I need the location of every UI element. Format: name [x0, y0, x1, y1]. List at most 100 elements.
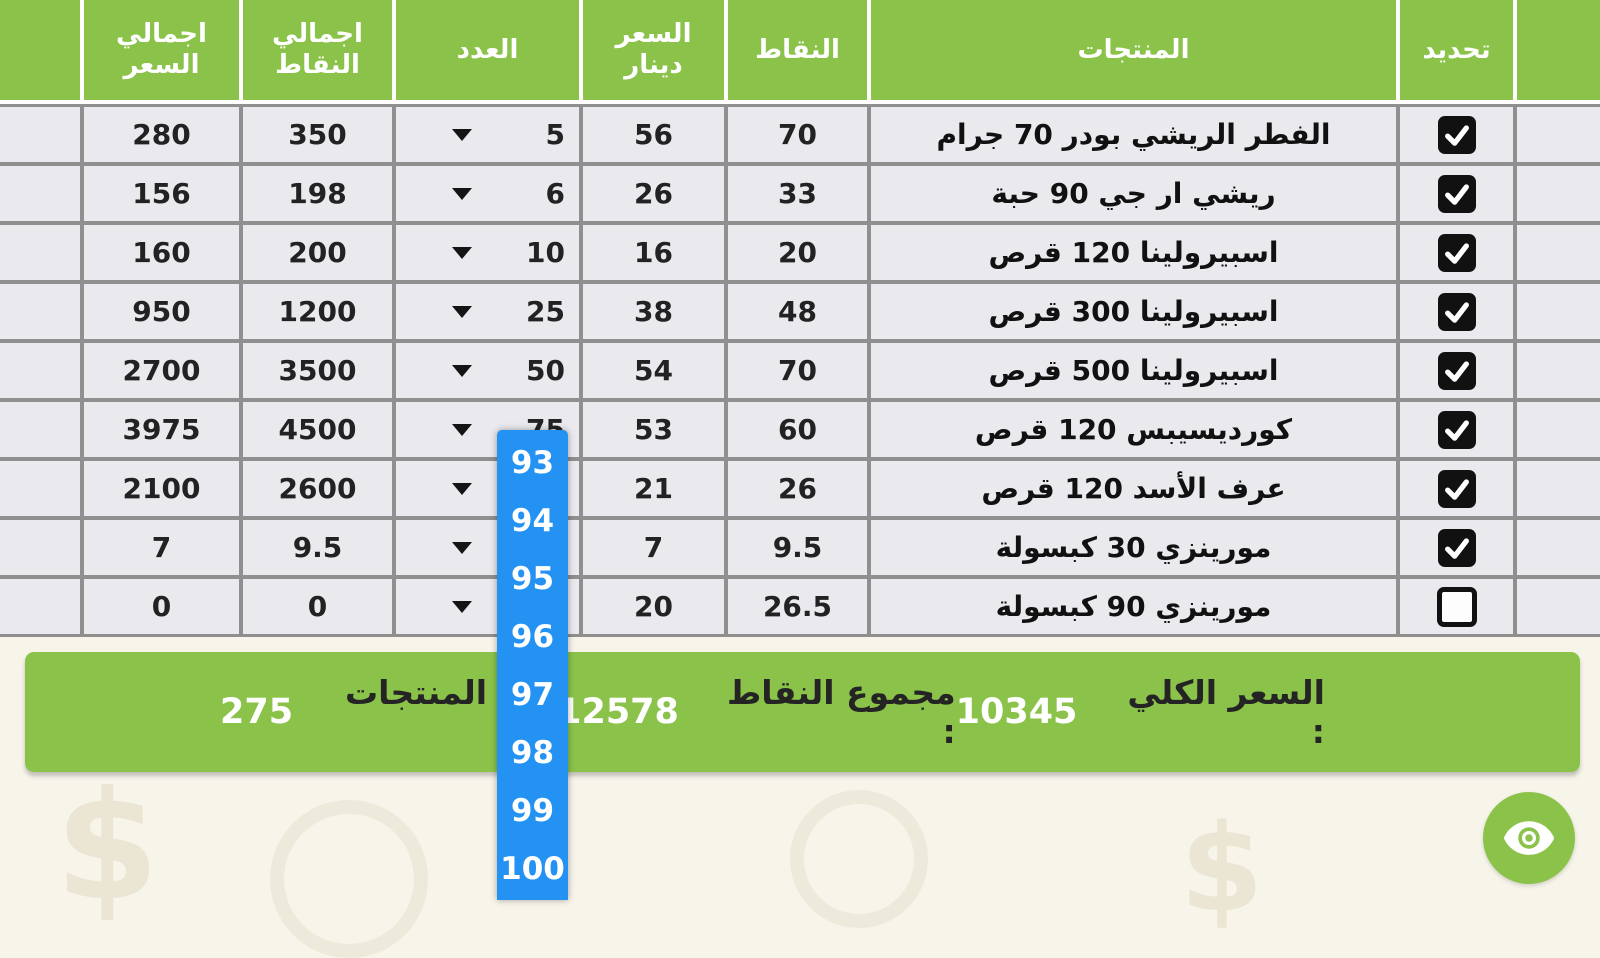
check-icon	[1444, 301, 1469, 323]
dropdown-option[interactable]: 93	[510, 445, 555, 481]
quantity-dropdown-cell[interactable]: 6	[396, 166, 579, 221]
quantity-dropdown-cell[interactable]: 25	[396, 284, 579, 339]
row-spacer-right	[1517, 520, 1600, 575]
row-spacer-left	[0, 402, 80, 457]
header-spacer-right	[1517, 0, 1600, 100]
select-checkbox[interactable]	[1437, 292, 1476, 331]
dropdown-option[interactable]: 96	[510, 619, 555, 655]
total-points-cell: 0	[243, 579, 392, 634]
total-points-cell: 198	[243, 166, 392, 221]
row-spacer-right	[1517, 225, 1600, 280]
dropdown-arrow-icon[interactable]	[452, 187, 472, 200]
select-checkbox[interactable]	[1437, 174, 1476, 213]
total-price-cell: 0	[84, 579, 239, 634]
dropdown-option[interactable]: 94	[510, 503, 555, 539]
select-checkbox[interactable]	[1437, 351, 1476, 390]
product-count-value: 275	[220, 692, 294, 732]
dropdown-arrow-icon[interactable]	[452, 423, 472, 436]
view-button[interactable]	[1483, 792, 1575, 884]
row-spacer-left	[0, 461, 80, 516]
points-cell: 48	[728, 284, 867, 339]
row-spacer-left	[0, 284, 80, 339]
dropdown-arrow-icon[interactable]	[452, 541, 472, 554]
select-checkbox[interactable]	[1437, 233, 1476, 272]
row-spacer-right	[1517, 343, 1600, 398]
select-checkbox[interactable]	[1437, 528, 1476, 567]
total-points-value: 12578	[557, 692, 679, 732]
dropdown-arrow-icon[interactable]	[452, 246, 472, 259]
row-spacer-right	[1517, 461, 1600, 516]
total-price-cell: 7	[84, 520, 239, 575]
check-icon	[1444, 183, 1469, 205]
check-icon	[1444, 360, 1469, 382]
product-name-cell: اسبيرولينا 500 قرص	[871, 343, 1396, 398]
table-row: 2100 2600 21 26 عرف الأسد 120 قرص	[0, 461, 1600, 516]
price-cell: 16	[583, 225, 724, 280]
dropdown-option[interactable]: 100	[500, 851, 565, 887]
product-name-cell: الفطر الريشي بودر 70 جرام	[871, 107, 1396, 162]
summary-total-points: مجموع النقاط : 12578	[557, 673, 956, 751]
select-checkbox[interactable]	[1437, 115, 1476, 154]
points-cell: 70	[728, 107, 867, 162]
dropdown-option[interactable]: 99	[510, 793, 555, 829]
table-row: 0 0 20 26.5 مورينزي 90 كبسولة	[0, 579, 1600, 634]
select-cell	[1400, 402, 1513, 457]
row-spacer-right	[1517, 402, 1600, 457]
total-points-cell: 2600	[243, 461, 392, 516]
header-points: النقاط	[728, 0, 867, 100]
select-checkbox[interactable]	[1436, 586, 1477, 627]
dropdown-arrow-icon[interactable]	[452, 364, 472, 377]
row-spacer-right	[1517, 284, 1600, 339]
product-name-cell: كورديسيبس 120 قرص	[871, 402, 1396, 457]
dropdown-arrow-icon[interactable]	[452, 128, 472, 141]
dropdown-option[interactable]: 98	[510, 735, 555, 771]
quantity-dropdown-list[interactable]: 93 94 95 96 97 98 99 100	[497, 430, 568, 900]
price-cell: 20	[583, 579, 724, 634]
points-cell: 26.5	[728, 579, 867, 634]
select-cell	[1400, 461, 1513, 516]
total-price-cell: 160	[84, 225, 239, 280]
points-cell: 60	[728, 402, 867, 457]
total-points-cell: 350	[243, 107, 392, 162]
check-icon	[1444, 242, 1469, 264]
row-spacer-left	[0, 166, 80, 221]
product-name-cell: مورينزي 90 كبسولة	[871, 579, 1396, 634]
product-name-cell: اسبيرولينا 120 قرص	[871, 225, 1396, 280]
product-name-cell: اسبيرولينا 300 قرص	[871, 284, 1396, 339]
row-spacer-right	[1517, 166, 1600, 221]
table-row: 156 198 6 26 33 ريشي ار جي 90 حبة	[0, 166, 1600, 221]
total-points-cell: 9.5	[243, 520, 392, 575]
select-cell	[1400, 284, 1513, 339]
select-cell	[1400, 520, 1513, 575]
dropdown-option[interactable]: 97	[510, 677, 555, 713]
header-quantity: العدد	[396, 0, 579, 100]
row-spacer-left	[0, 343, 80, 398]
quantity-dropdown-cell[interactable]: 10	[396, 225, 579, 280]
select-cell	[1400, 579, 1513, 634]
select-checkbox[interactable]	[1437, 410, 1476, 449]
header-divider	[0, 100, 1600, 104]
quantity-value: 50	[526, 354, 565, 387]
product-name-cell: مورينزي 30 كبسولة	[871, 520, 1396, 575]
select-cell	[1400, 166, 1513, 221]
select-cell	[1400, 225, 1513, 280]
dropdown-arrow-icon[interactable]	[452, 600, 472, 613]
quantity-dropdown-cell[interactable]: 5	[396, 107, 579, 162]
select-checkbox[interactable]	[1437, 469, 1476, 508]
total-points-cell: 1200	[243, 284, 392, 339]
check-icon	[1444, 537, 1469, 559]
check-icon	[1444, 478, 1469, 500]
quantity-dropdown-cell[interactable]: 50	[396, 343, 579, 398]
total-price-cell: 156	[84, 166, 239, 221]
points-cell: 70	[728, 343, 867, 398]
total-price-cell: 2100	[84, 461, 239, 516]
table-row: 2700 3500 50 54 70 اسبيرولينا 500 قرص	[0, 343, 1600, 398]
dropdown-arrow-icon[interactable]	[452, 305, 472, 318]
total-points-cell: 3500	[243, 343, 392, 398]
dropdown-option[interactable]: 95	[510, 561, 555, 597]
dropdown-arrow-icon[interactable]	[452, 482, 472, 495]
total-price-cell: 3975	[84, 402, 239, 457]
row-spacer-left	[0, 225, 80, 280]
table-header-row: اجمالي السعر اجمالي النقاط العدد السعر د…	[0, 0, 1600, 100]
